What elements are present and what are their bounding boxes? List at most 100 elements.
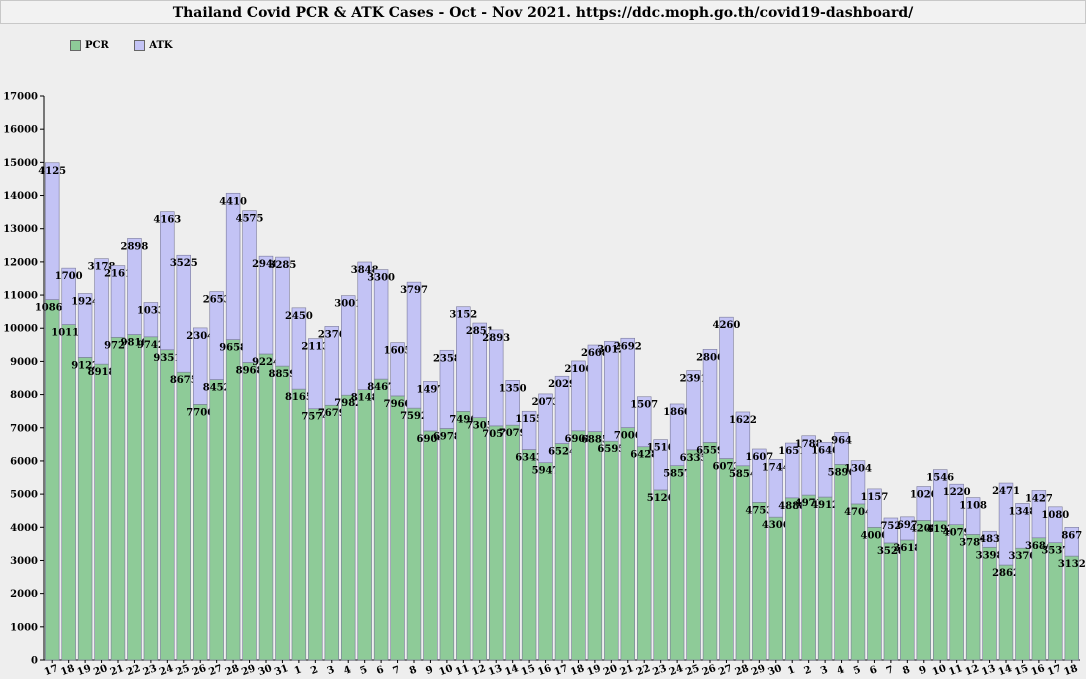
bar-pcr <box>719 458 734 661</box>
y-tick-label: 17000 <box>3 92 38 103</box>
x-tick-label: 17 <box>43 663 60 678</box>
data-label-atk: 4410 <box>219 196 247 207</box>
data-label-atk: 1033 <box>137 306 165 317</box>
bar-atk <box>193 327 208 405</box>
x-tick-label: 20 <box>602 663 619 678</box>
bar-pcr <box>472 417 487 661</box>
bar-pcr <box>571 430 586 661</box>
bar-atk <box>45 162 60 300</box>
bar-atk <box>653 439 668 491</box>
bar-atk <box>242 210 257 363</box>
data-label-atk: 2376 <box>318 329 346 340</box>
bar-pcr <box>900 539 915 661</box>
data-label-atk: 2851 <box>466 326 494 337</box>
x-tick-label: 6 <box>375 664 385 677</box>
data-label-pcr: 7574 <box>301 412 329 423</box>
data-label-pcr: 3132 <box>1058 559 1086 570</box>
data-label-pcr: 2862 <box>992 568 1020 579</box>
data-label-atk: 1155 <box>515 414 543 425</box>
data-label-atk: 2358 <box>433 353 461 364</box>
x-tick-label: 8 <box>408 664 418 677</box>
legend: PCR ATK <box>70 40 195 54</box>
data-label-atk: 1497 <box>417 384 445 395</box>
bar-atk <box>423 380 438 432</box>
data-label-pcr: 3398 <box>976 550 1004 561</box>
bar-pcr <box>669 465 685 661</box>
data-label-pcr: 4079 <box>943 528 971 539</box>
bar-pcr <box>604 440 619 661</box>
x-tick-label: 27 <box>717 663 734 678</box>
bar-atk <box>1064 527 1079 557</box>
bar-pcr <box>982 546 997 661</box>
data-label-atk: 3797 <box>400 285 428 296</box>
bar-atk <box>209 291 224 380</box>
x-tick-label: 22 <box>635 663 652 678</box>
data-label-pcr: 4888 <box>778 501 806 512</box>
bar-atk <box>1048 506 1063 543</box>
bar-atk <box>949 483 964 525</box>
x-tick-label: 5 <box>852 664 862 677</box>
bar-atk <box>916 486 931 521</box>
x-tick-label: 13 <box>487 663 504 678</box>
x-tick-label: 14 <box>503 663 520 678</box>
x-tick-label: 24 <box>668 663 685 678</box>
legend-item-pcr: PCR <box>70 40 109 51</box>
bar-pcr <box>275 365 290 661</box>
y-tick-label: 1000 <box>10 622 38 633</box>
x-tick-label: 17 <box>553 663 570 678</box>
data-label-atk: 1744 <box>762 462 790 473</box>
x-tick-label: 16 <box>1030 663 1047 678</box>
x-tick-label: 8 <box>901 664 911 677</box>
data-label-pcr: 9658 <box>219 343 247 354</box>
bar-atk <box>982 530 997 548</box>
data-label-atk: 964 <box>831 435 852 446</box>
x-tick-label: 28 <box>734 663 751 678</box>
data-label-atk: 4125 <box>38 166 66 177</box>
data-label-pcr: 7960 <box>384 399 412 410</box>
x-tick-label: 21 <box>619 663 636 678</box>
data-label-atk: 3152 <box>449 310 477 321</box>
data-label-atk: 2073 <box>532 397 560 408</box>
x-tick-label: 28 <box>224 663 241 678</box>
data-label-atk: 2304 <box>186 331 214 342</box>
x-tick-label: 11 <box>947 663 964 678</box>
x-tick-label: 2 <box>803 664 813 677</box>
bar-atk <box>620 337 635 428</box>
bar-atk <box>521 410 537 450</box>
legend-swatch-atk <box>134 40 146 51</box>
bar-pcr <box>423 430 438 661</box>
y-tick-label: 9000 <box>10 357 38 368</box>
y-tick-label: 7000 <box>10 423 38 434</box>
data-label-atk: 4163 <box>153 215 181 226</box>
y-tick-label: 8000 <box>10 390 38 401</box>
data-label-atk: 2608 <box>581 348 609 359</box>
bar-atk <box>604 340 619 442</box>
x-tick-label: 23 <box>651 663 668 678</box>
data-label-atk: 2450 <box>285 311 313 322</box>
bar-pcr <box>1015 547 1030 661</box>
y-tick-label: 12000 <box>3 257 38 268</box>
y-tick-label: 13000 <box>3 224 38 235</box>
data-label-pcr: 7592 <box>400 411 428 422</box>
data-label-atk: 3178 <box>88 262 116 273</box>
data-label-pcr: 5857 <box>663 469 691 480</box>
bar-pcr <box>489 425 504 661</box>
y-tick-label: 5000 <box>10 490 38 501</box>
bar-pcr <box>456 411 471 661</box>
data-label-pcr: 4306 <box>762 520 790 531</box>
bar-pcr <box>801 494 816 661</box>
y-tick-label: 4000 <box>10 523 38 534</box>
x-tick-label: 29 <box>240 663 257 678</box>
bar-pcr <box>653 489 668 661</box>
data-label-pcr: 7305 <box>466 421 494 432</box>
data-label-atk: 1157 <box>861 492 889 503</box>
data-label-atk: 2948 <box>252 259 280 270</box>
bar-atk <box>735 411 751 467</box>
data-label-atk: 2898 <box>121 241 149 252</box>
data-label-pcr: 4192 <box>926 524 954 535</box>
bar-pcr <box>94 363 109 661</box>
bar-atk <box>669 403 685 466</box>
data-label-atk: 1788 <box>795 439 823 450</box>
bar-pcr <box>390 395 405 661</box>
